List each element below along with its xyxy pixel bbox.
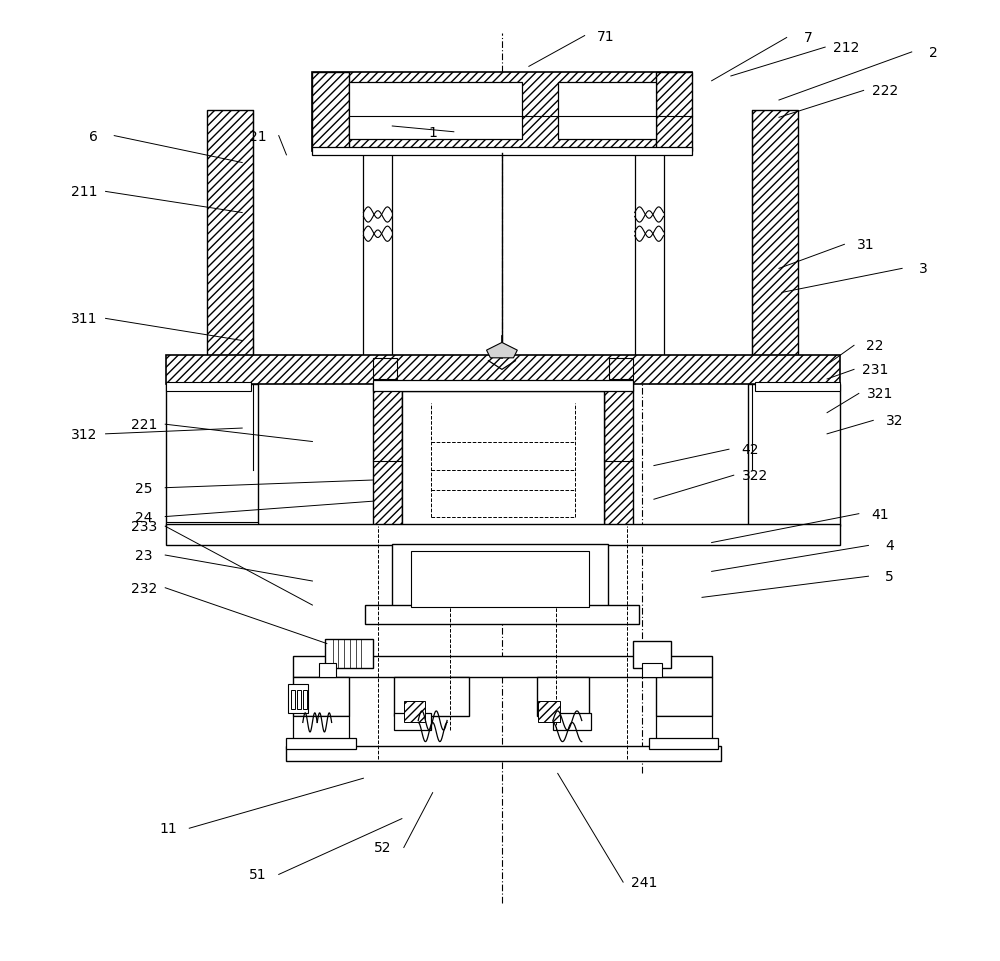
Bar [558,83,656,140]
Text: 25: 25 [135,481,153,495]
Text: 21: 21 [249,130,266,143]
Bar [297,690,301,709]
Bar [752,111,798,471]
Text: 41: 41 [871,507,889,521]
Bar [755,382,840,392]
Text: 222: 222 [872,85,898,98]
Bar [538,702,560,723]
Polygon shape [487,343,517,358]
Bar [649,738,718,750]
Text: 4: 4 [885,539,894,553]
Bar [166,525,840,546]
Text: 212: 212 [833,41,860,55]
Text: 232: 232 [131,581,157,595]
Bar [166,523,258,529]
Bar [537,678,589,716]
Bar [609,358,633,380]
Bar [656,716,712,740]
Text: 311: 311 [71,312,98,326]
Bar [373,381,633,392]
Bar [373,382,402,527]
Text: 321: 321 [867,387,893,401]
Text: 2: 2 [929,46,937,60]
Bar [319,663,336,678]
Bar [166,356,840,384]
Text: 211: 211 [71,185,98,199]
Bar [312,73,349,152]
Text: 51: 51 [249,868,266,881]
Bar [748,384,840,527]
Text: 52: 52 [374,841,391,854]
Bar [286,738,356,750]
Bar [411,552,589,607]
Text: 221: 221 [131,418,157,431]
Bar [166,384,258,527]
Bar [635,152,664,365]
Text: 24: 24 [135,510,153,524]
Bar [553,713,591,730]
Text: 7: 7 [803,32,812,45]
Bar [312,148,692,156]
Text: 3: 3 [919,262,928,276]
Bar [394,678,469,716]
Text: 322: 322 [742,469,768,482]
Bar [365,605,639,625]
Text: 5: 5 [885,570,894,583]
Bar [404,702,425,723]
Bar [293,716,349,740]
Bar [286,747,721,761]
Bar [291,690,295,709]
Bar [656,678,712,716]
Bar [604,382,633,527]
Bar [325,639,373,668]
Bar [293,656,712,678]
Bar [166,382,251,392]
Text: 32: 32 [886,414,903,428]
Text: 31: 31 [857,238,874,252]
Text: 6: 6 [89,130,98,143]
Bar [394,713,431,730]
Bar [349,83,522,140]
Bar [288,684,308,713]
Text: 71: 71 [597,30,615,43]
Text: 1: 1 [428,126,437,139]
Bar [373,358,397,380]
Bar [642,663,662,678]
Text: 233: 233 [131,520,157,533]
Bar [363,152,392,365]
Bar [207,111,253,471]
Text: 42: 42 [741,443,759,456]
Bar [656,73,692,152]
Bar [633,641,671,668]
Bar [392,545,608,607]
Text: 312: 312 [71,428,98,441]
Bar [293,678,349,716]
Text: 231: 231 [862,363,888,377]
Bar [312,73,692,152]
Text: 23: 23 [135,549,153,562]
Bar [303,690,307,709]
Text: 22: 22 [866,339,884,353]
Text: 241: 241 [631,875,657,889]
Bar [402,392,604,527]
Text: 11: 11 [159,822,177,835]
